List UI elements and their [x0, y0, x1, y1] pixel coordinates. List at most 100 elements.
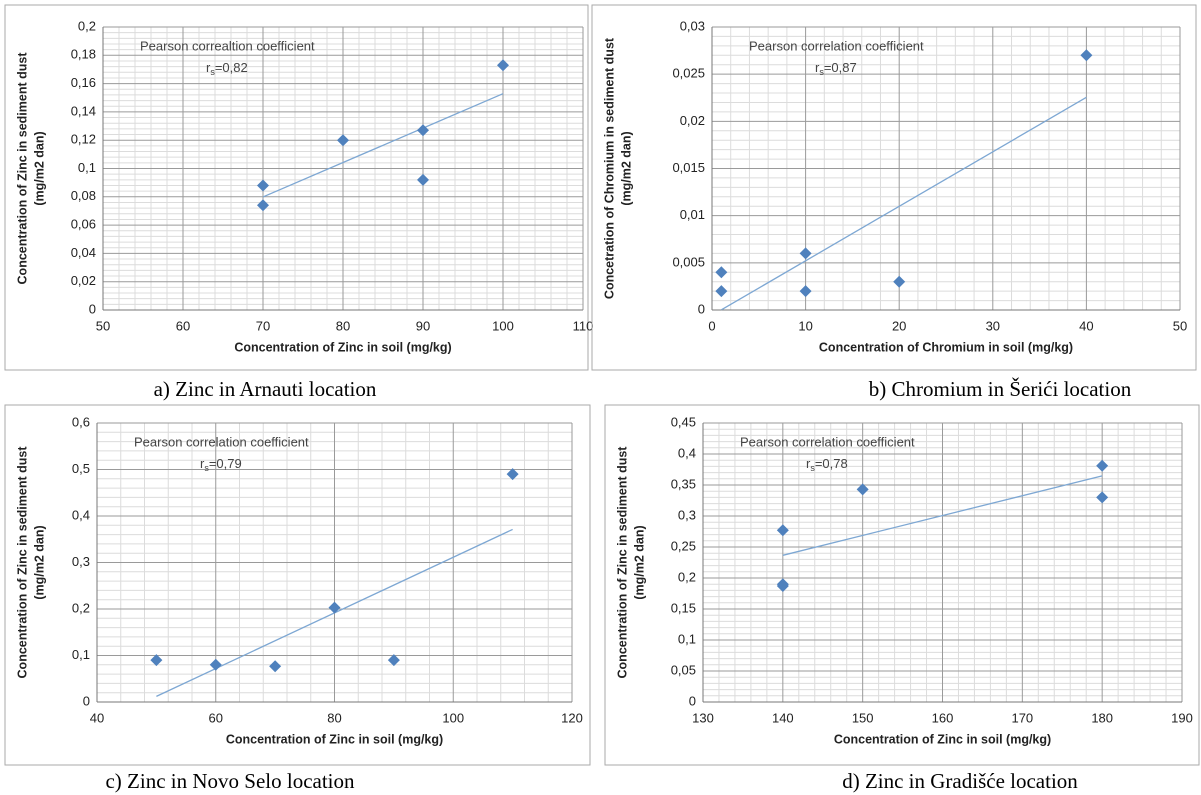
y-tick-label: 0,005	[672, 254, 705, 269]
y-axis-label: Concentration of Zinc in sediment dust	[15, 446, 29, 679]
coefficient-symbol: r	[206, 60, 211, 75]
x-tick-label: 40	[1079, 318, 1093, 333]
coefficient-value: =0,78	[815, 456, 848, 471]
x-tick-label: 30	[986, 318, 1000, 333]
x-tick-label: 170	[1011, 710, 1033, 725]
y-tick-label: 0,1	[78, 160, 96, 175]
coefficient-value: =0,79	[209, 456, 242, 471]
subplot: 0 0,05 0,1 0,15 0,2 0,25 0,3 0,35 0,4 0,45 130 140 1…	[604, 404, 1200, 793]
y-tick-label: 0,06	[71, 217, 96, 232]
point	[506, 468, 519, 481]
annotation: Pearson correlation coefficient	[749, 38, 924, 53]
y-tick-label: 0,12	[71, 132, 96, 147]
coefficient-value: =0,82	[215, 60, 248, 75]
point	[1096, 491, 1109, 504]
y-tick-label: 0,4	[678, 445, 696, 460]
x-tick-label: 80	[336, 318, 350, 333]
y-tick-label: 0,025	[672, 66, 705, 81]
y-tick-label: 0,6	[72, 414, 90, 429]
point	[257, 179, 269, 192]
x-axis-label: Concentration of Chromium in soil (mg/kg…	[819, 340, 1073, 354]
x-axis-label: Concentration of Zinc in soil (mg/kg)	[234, 340, 451, 354]
y-tick-label: 0	[83, 693, 90, 708]
point	[893, 275, 906, 288]
y-tick-label: 0,01	[680, 207, 705, 222]
caption: c) Zinc in Novo Selo location	[105, 769, 355, 793]
x-tick-label: 50	[96, 318, 110, 333]
x-tick-label: 160	[932, 710, 954, 725]
x-tick-label: 100	[442, 710, 464, 725]
coefficient-subscript: s	[204, 463, 209, 473]
x-tick-label: 80	[327, 710, 341, 725]
x-tick-label: 150	[852, 710, 874, 725]
y-tick-label: 0,15	[671, 600, 696, 615]
x-axis-label: Concentration of Zinc in soil (mg/kg)	[226, 732, 443, 746]
point	[257, 199, 269, 212]
x-tick-label: 60	[176, 318, 190, 333]
panel-border	[604, 404, 1200, 766]
point	[417, 124, 429, 137]
caption: a) Zinc in Arnauti location	[154, 377, 377, 401]
point	[1080, 49, 1093, 62]
subplot: 0 0,1 0,2 0,3 0,4 0,5 0,6 40 60 80 100 120 Concentra…	[4, 404, 591, 793]
point	[209, 658, 222, 671]
x-tick-label: 10	[798, 318, 812, 333]
x-tick-label: 110	[573, 318, 594, 333]
y-tick-label: 0,2	[78, 18, 96, 33]
point	[799, 247, 812, 260]
y-tick-label: 0,18	[71, 47, 96, 62]
coefficient-symbol: r	[815, 60, 820, 75]
y-tick-label: 0,03	[680, 18, 705, 33]
y-tick-label: 0,02	[680, 113, 705, 128]
x-tick-label: 140	[772, 710, 794, 725]
point	[387, 654, 400, 667]
coefficient-label: rs=0,78	[806, 456, 848, 473]
y-axis-label: (mg/m2 dan)	[32, 131, 46, 205]
y-tick-label: 0,14	[71, 103, 96, 118]
coefficient-value: =0,87	[824, 60, 857, 75]
y-tick-label: 0,45	[671, 414, 696, 429]
x-tick-label: 180	[1091, 710, 1113, 725]
point	[715, 285, 728, 298]
panel-border	[4, 4, 589, 371]
subplot: 0 0,005 0,01 0,015 0,02 0,025 0,03 0 10 20 30 40 50 C…	[591, 4, 1197, 401]
y-tick-label: 0,3	[72, 554, 90, 569]
y-tick-label: 0	[689, 693, 696, 708]
annotation: Pearson correlation coefficient	[134, 434, 309, 449]
trend-line	[721, 96, 1087, 311]
x-tick-label: 20	[892, 318, 906, 333]
y-tick-label: 0,04	[71, 245, 96, 260]
point	[417, 173, 429, 186]
y-axis-label: (mg/m2 dan)	[32, 525, 46, 599]
y-tick-label: 0,4	[72, 507, 90, 522]
point	[337, 134, 349, 147]
coefficient-label: rs=0,79	[200, 456, 242, 473]
point	[269, 660, 282, 673]
point	[1096, 459, 1109, 472]
x-tick-label: 0	[708, 318, 715, 333]
y-tick-label: 0,3	[678, 507, 696, 522]
point	[776, 580, 789, 593]
y-tick-label: 0,05	[671, 662, 696, 677]
coefficient-label: rs=0,82	[206, 60, 248, 77]
x-tick-label: 120	[561, 710, 583, 725]
y-axis-label: Concentration of Zinc in sediment dust	[615, 446, 629, 679]
x-tick-label: 50	[1173, 318, 1187, 333]
y-tick-label: 0	[698, 301, 705, 316]
y-axis-label: (mg/m2 dan)	[619, 131, 633, 205]
point	[715, 266, 728, 279]
y-tick-label: 0,1	[72, 647, 90, 662]
y-axis-label: Concentration of Zinc in sediment dust	[15, 52, 29, 285]
trend-line	[262, 93, 504, 198]
annotation: Pearson correaltion coefficient	[140, 38, 315, 53]
y-tick-label: 0,2	[678, 569, 696, 584]
x-tick-label: 60	[209, 710, 223, 725]
coefficient-label: rs=0,87	[815, 60, 857, 77]
x-axis-label: Concentration of Zinc in soil (mg/kg)	[834, 732, 1051, 746]
x-tick-label: 70	[256, 318, 270, 333]
point	[328, 601, 341, 614]
y-tick-label: 0,35	[671, 476, 696, 491]
coefficient-subscript: s	[210, 67, 215, 77]
y-tick-label: 0,015	[672, 160, 705, 175]
